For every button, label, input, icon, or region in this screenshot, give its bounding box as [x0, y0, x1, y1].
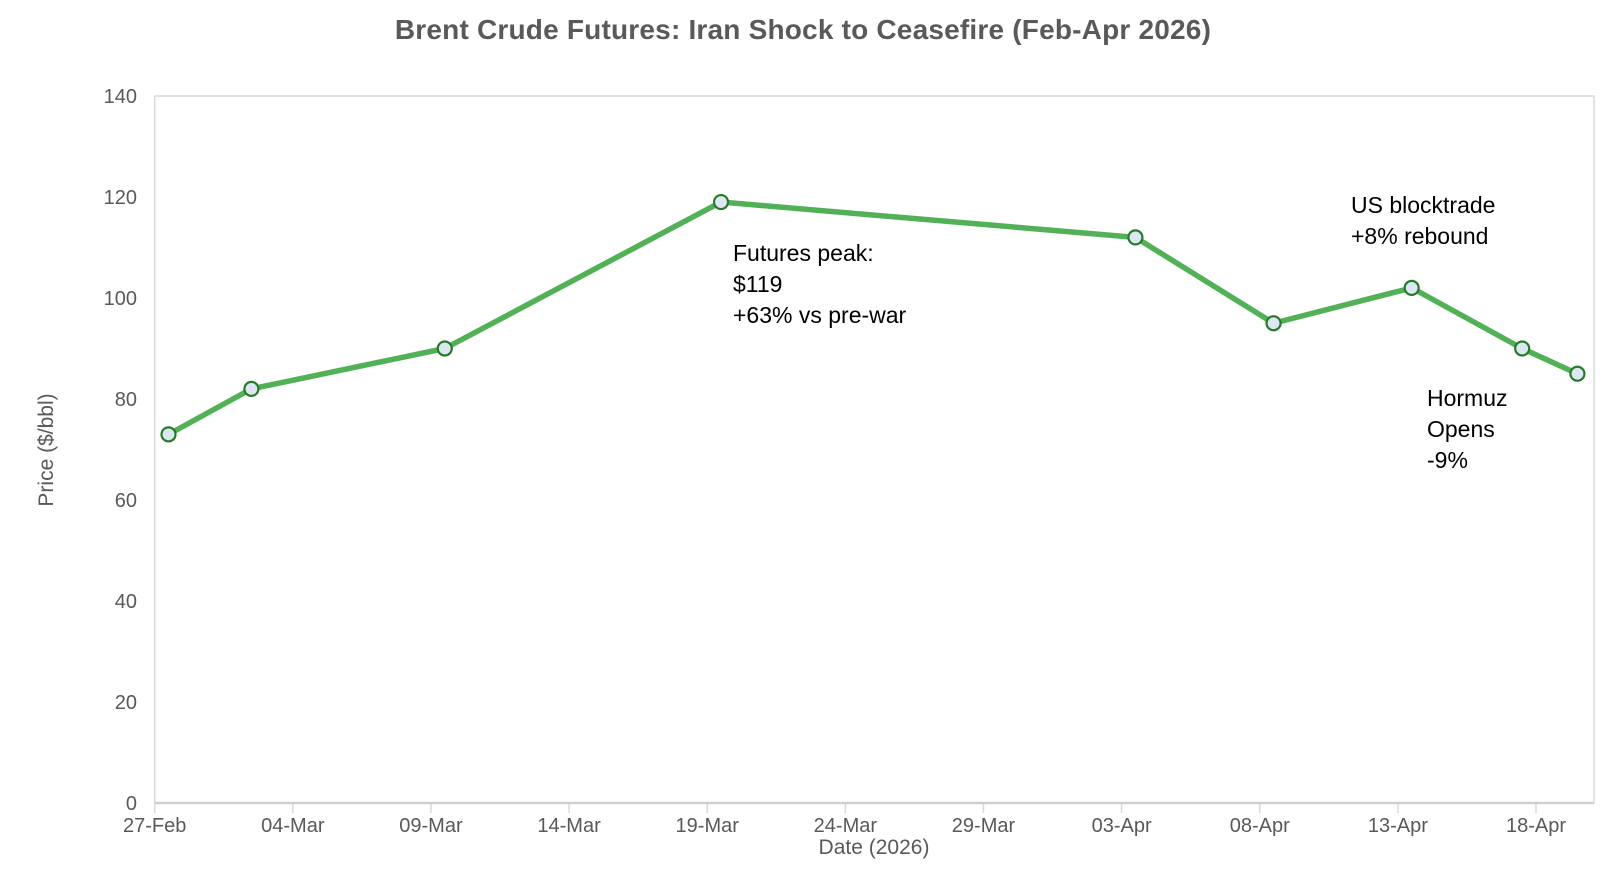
chart-title: Brent Crude Futures: Iran Shock to Cease… [394, 14, 1212, 45]
x-tick-label: 27-Feb [123, 815, 186, 837]
annotation-line: $119 [733, 271, 783, 297]
x-tick-label: 24-Mar [814, 815, 878, 837]
x-tick-label: 09-Mar [399, 815, 463, 837]
x-tick-label: 04-Mar [261, 815, 325, 837]
y-tick-label: 20 [115, 692, 137, 714]
x-tick-label: 13-Apr [1368, 815, 1428, 837]
data-point-17-Apr [1514, 340, 1531, 357]
annotation-line: Opens [1427, 416, 1495, 442]
data-point-09-Mar [436, 340, 453, 357]
x-tick-label: 19-Mar [676, 815, 740, 837]
annotation-line: -9% [1427, 447, 1468, 473]
data-point-13-Apr [1403, 279, 1420, 296]
annotation-line: +8% rebound [1351, 223, 1489, 249]
data-point-19-Apr [1569, 365, 1586, 382]
data-point-27-Feb [160, 426, 177, 443]
x-axis-title: Date (2026) [818, 836, 930, 859]
annotation-futures-peak: Futures peak: $119 +63% vs pre-war [733, 238, 906, 331]
x-tick-label: 08-Apr [1230, 815, 1290, 837]
data-point-03-Apr [1127, 229, 1144, 246]
x-tick-label: 18-Apr [1506, 815, 1566, 837]
x-tick-label: 03-Apr [1092, 815, 1152, 837]
data-point-19-Mar [712, 193, 730, 211]
x-tick-label: 14-Mar [537, 815, 601, 837]
y-tick-label: 140 [104, 86, 137, 108]
y-tick-label: 60 [115, 490, 137, 512]
y-tick-label: 40 [115, 591, 137, 613]
data-point-08-Apr [1265, 315, 1282, 332]
annotation-us-blocktrade: US blocktrade +8% rebound [1351, 190, 1495, 252]
y-tick-label: 100 [104, 288, 137, 310]
y-tick-label: 80 [115, 389, 137, 411]
x-tick-label: 29-Mar [952, 815, 1016, 837]
annotation-line: Futures peak: [733, 240, 874, 266]
y-tick-label: 0 [126, 793, 137, 815]
annotation-hormuz-opens: Hormuz Opens -9% [1427, 383, 1508, 476]
annotation-line: US blocktrade [1351, 192, 1496, 218]
annotation-line: +63% vs pre-war [733, 302, 907, 328]
data-point-02-Mar [243, 380, 260, 397]
y-tick-label: 120 [104, 187, 137, 209]
annotation-line: Hormuz [1427, 385, 1508, 411]
